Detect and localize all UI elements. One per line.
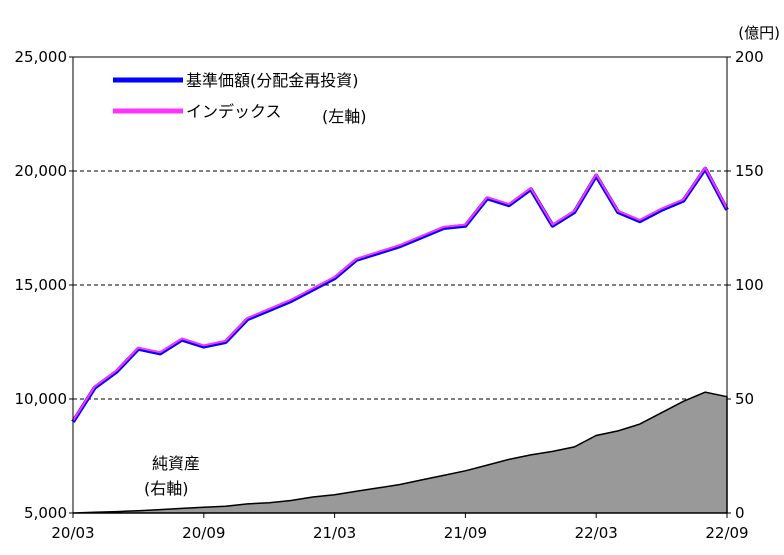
legend-label-index: インデックス — [186, 102, 282, 121]
axes: 5,000 10,000 15,000 20,000 25,000 0 50 100 150 20… — [15, 48, 764, 542]
right-tick-label: 0 — [735, 504, 745, 522]
legend-label-nav: 基準価額(分配金再投資) — [186, 71, 359, 90]
x-tick-label: 21/03 — [313, 524, 356, 542]
x-tick-label: 20/03 — [51, 524, 94, 542]
net-assets-label-line2: (右軸) — [144, 479, 189, 498]
right-tick-label: 200 — [735, 48, 764, 66]
left-tick-label: 5,000 — [24, 504, 67, 522]
legend-axis-note: (左軸) — [322, 107, 367, 126]
right-tick-label: 50 — [735, 390, 754, 408]
net-assets-label-line1: 純資産 — [152, 454, 200, 473]
gridlines — [73, 170, 727, 400]
left-tick-label: 10,000 — [15, 390, 68, 408]
line-index — [72, 166, 728, 422]
net-assets-label: 純資産 (右軸) — [144, 454, 200, 498]
area-net-assets — [72, 391, 728, 514]
right-tick-label: 150 — [735, 162, 764, 180]
lines-layer — [71, 166, 729, 423]
legend: 基準価額(分配金再投資) インデックス (左軸) — [113, 71, 367, 126]
x-tick-label: 22/03 — [575, 524, 618, 542]
right-axis-unit-label: (億円) — [738, 24, 780, 42]
x-tick-label: 20/09 — [182, 524, 225, 542]
net-assets-area — [72, 391, 728, 514]
right-tick-label: 100 — [735, 276, 764, 294]
left-tick-label: 20,000 — [15, 162, 68, 180]
left-tick-label: 15,000 — [15, 276, 68, 294]
line-nav — [71, 166, 729, 423]
x-tick-label: 21/09 — [444, 524, 487, 542]
left-tick-label: 25,000 — [15, 48, 68, 66]
x-tick-label: 22/09 — [705, 524, 748, 542]
